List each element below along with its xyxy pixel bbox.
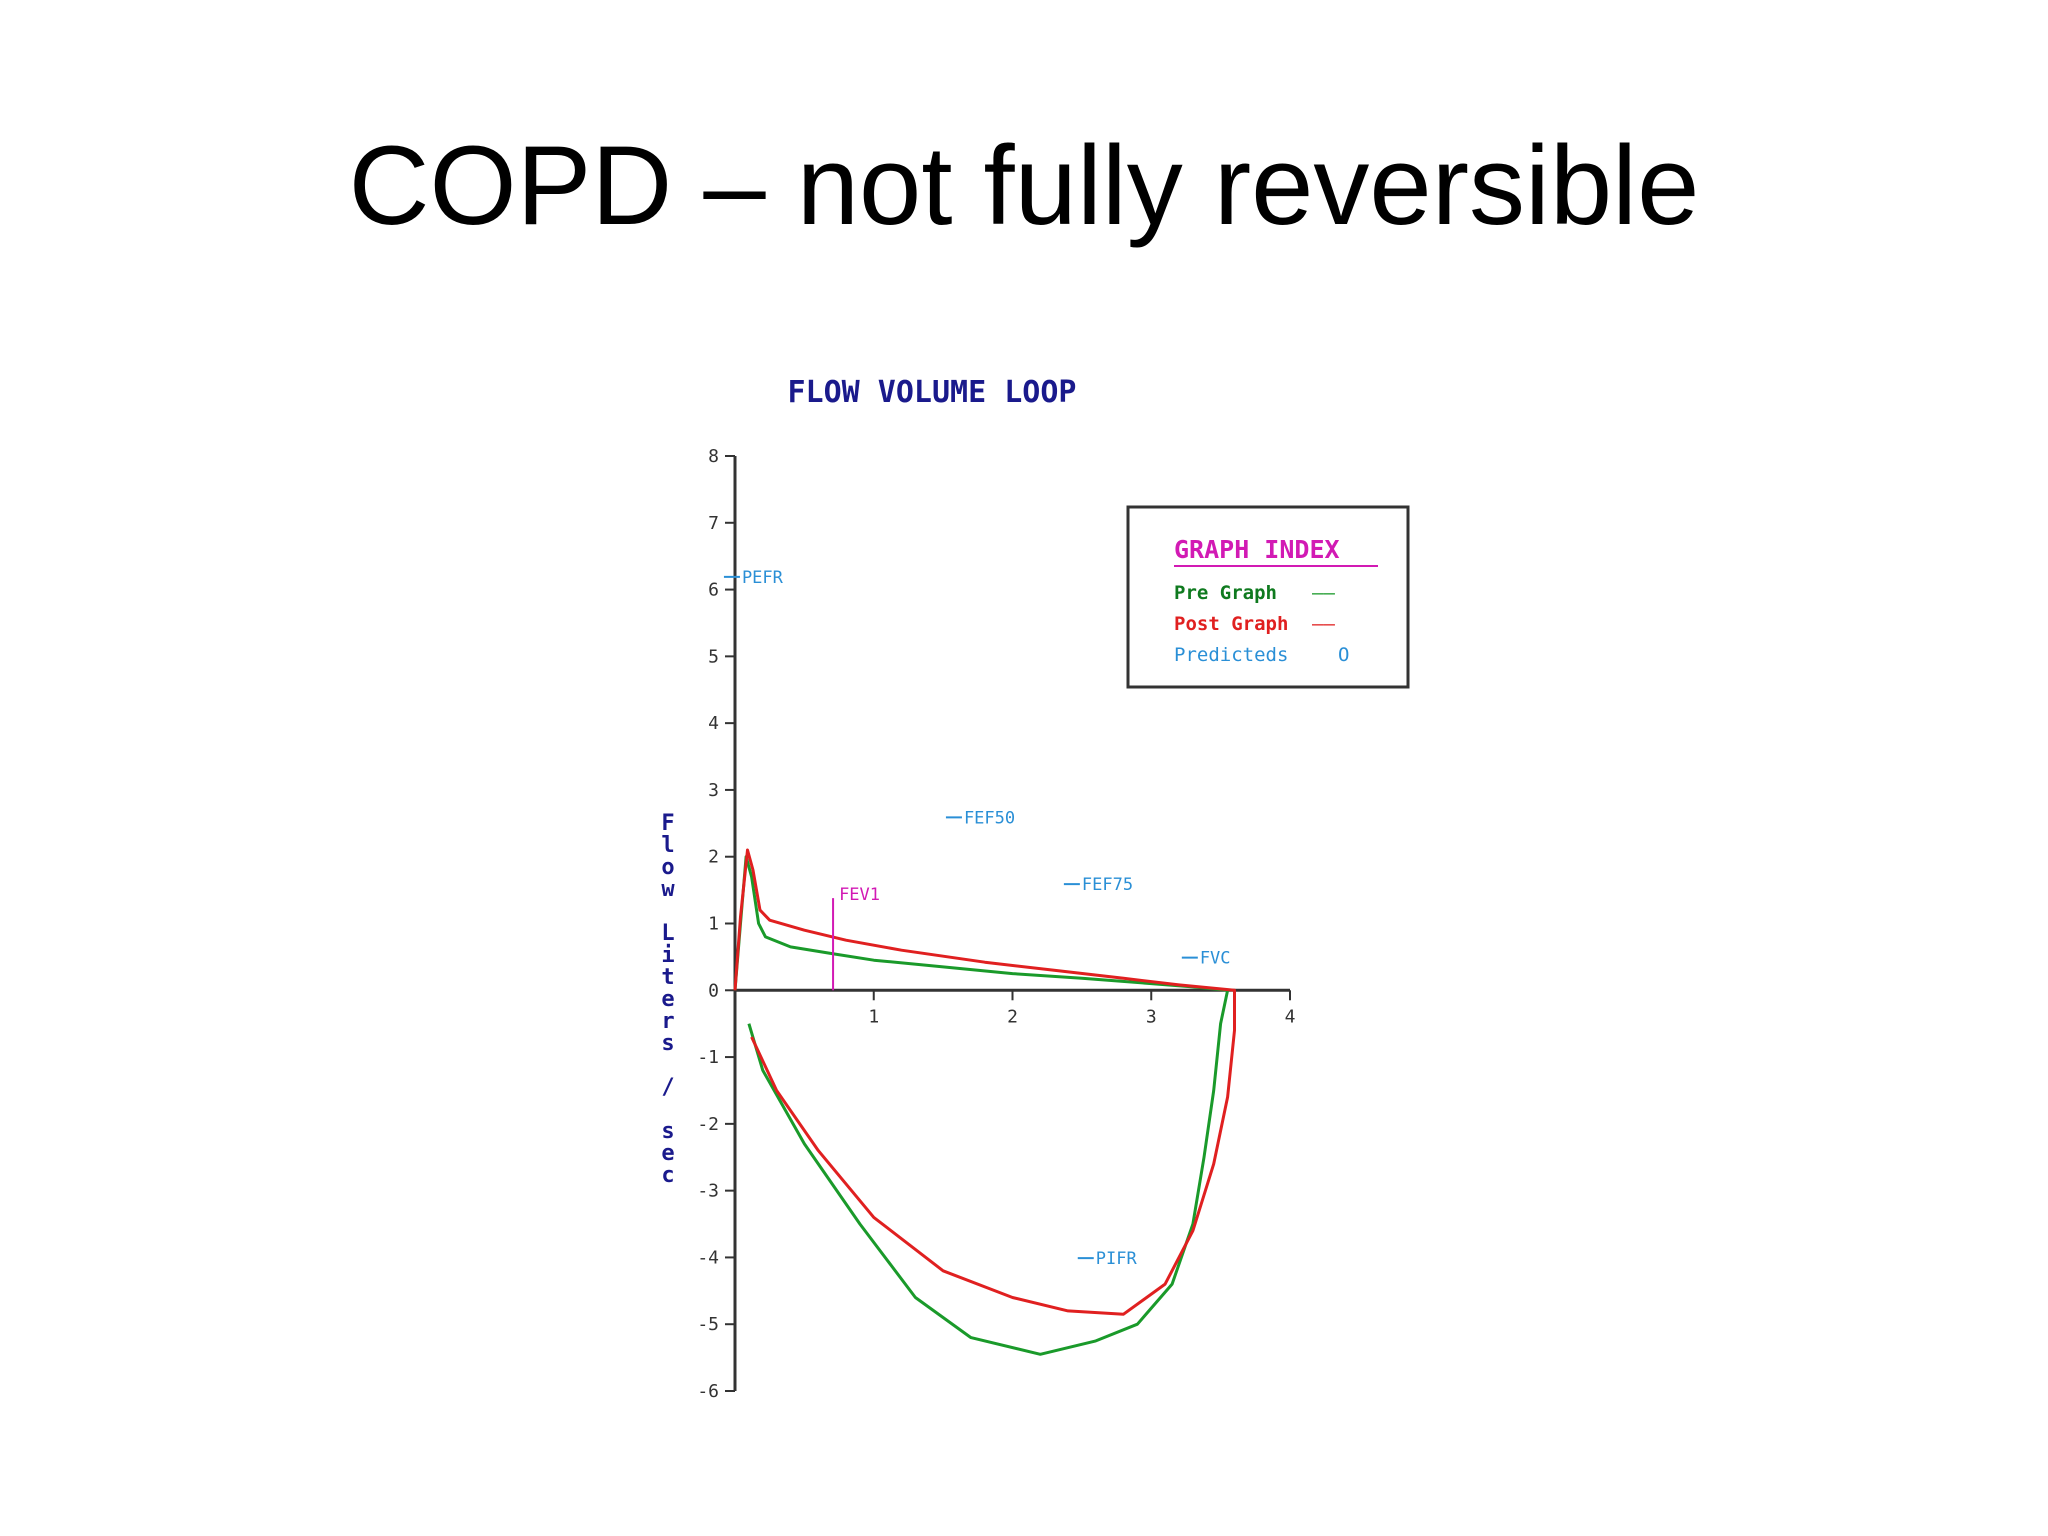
- y-axis-label-char: l: [661, 833, 674, 858]
- legend-title: GRAPH INDEX: [1174, 535, 1340, 564]
- y-tick-label: 4: [708, 713, 719, 734]
- annotation-label: PIFR: [1096, 1249, 1138, 1269]
- x-tick-label: 1: [868, 1006, 879, 1027]
- y-tick-label: 2: [708, 847, 719, 868]
- legend-marker-predicted: O: [1338, 644, 1349, 666]
- y-axis-label-char: s: [661, 1031, 674, 1056]
- legend: GRAPH INDEX Pre Graph —— Post Graph —— P…: [1126, 505, 1410, 689]
- y-axis-label-char: o: [661, 855, 674, 880]
- x-tick-label: 2: [1007, 1006, 1018, 1027]
- y-tick-label: -5: [697, 1314, 719, 1335]
- x-tick-label: 4: [1285, 1006, 1296, 1027]
- axes: 8 7 6 5 4 3 2 1 0 -1 -2 -3 -4 -5 -6 1 2 3 4: [697, 446, 1295, 1402]
- series-layer: [733, 848, 1236, 1356]
- y-tick-label: 7: [708, 513, 719, 534]
- legend-label-predicted: Predicteds: [1174, 644, 1288, 666]
- y-axis-label-char: e: [661, 1141, 674, 1166]
- y-tick-label: -2: [697, 1114, 719, 1135]
- y-tick-label: 0: [708, 980, 719, 1001]
- annotation-label: FEF50: [964, 808, 1015, 828]
- y-tick-label: 3: [708, 780, 719, 801]
- y-axis-label-char: L: [661, 921, 674, 946]
- slide-title: COPD – not fully reversible: [348, 123, 1700, 248]
- annotation-label: FEF75: [1082, 875, 1133, 895]
- legend-label-post: Post Graph: [1174, 613, 1288, 635]
- y-tick-label: 5: [708, 646, 719, 667]
- y-axis-label-char: t: [661, 965, 674, 990]
- x-tick-label: 3: [1146, 1006, 1157, 1027]
- y-axis-label-char: e: [661, 987, 674, 1012]
- y-axis-label-char: r: [661, 1009, 674, 1034]
- y-tick-label: -4: [697, 1247, 719, 1268]
- y-tick-label: -6: [697, 1381, 719, 1402]
- y-tick-label: -3: [697, 1181, 719, 1202]
- y-tick-label: 1: [708, 914, 719, 935]
- annotation-label: PEFR: [742, 568, 784, 588]
- y-axis-label-char: s: [661, 1119, 674, 1144]
- annotation-label: FEV1: [839, 885, 880, 905]
- legend-marker-pre: ——: [1312, 582, 1335, 604]
- y-axis-label-char: F: [661, 811, 674, 836]
- series-line-post-graph: [733, 848, 1236, 1316]
- annotations-layer: PEFR FEF50 FEF75 FEV1 FVC PIFR: [723, 568, 1231, 1269]
- y-tick-label: 6: [708, 580, 719, 601]
- y-tick-label: 8: [708, 446, 719, 467]
- annotation-label: FVC: [1200, 949, 1231, 969]
- legend-box: [1126, 505, 1410, 689]
- chart-title: FLOW VOLUME LOOP: [788, 375, 1077, 410]
- y-axis-label-char: w: [661, 877, 675, 902]
- y-tick-label: -1: [697, 1047, 719, 1068]
- legend-marker-post: ——: [1312, 613, 1335, 635]
- y-axis-label-char: /: [661, 1075, 674, 1100]
- y-axis-label-char: c: [661, 1163, 674, 1188]
- legend-label-pre: Pre Graph: [1174, 582, 1277, 604]
- y-axis-label-char: i: [661, 943, 674, 968]
